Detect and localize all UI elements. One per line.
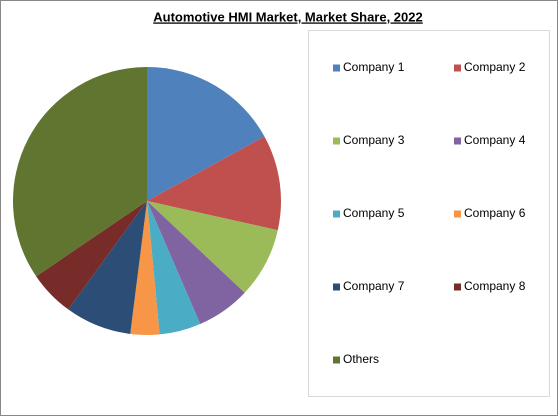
chart-title: Automotive HMI Market, Market Share, 202… [153,9,422,24]
pie-slice [68,201,147,334]
legend-swatch [333,137,340,145]
legend-swatch [333,283,340,291]
legend-label: Others [343,352,379,366]
legend-label: Company 7 [343,279,405,293]
pie-slice [36,201,147,310]
legend-box [308,30,550,397]
legend-label: Company 1 [343,60,405,74]
pie-slice [130,201,160,335]
legend-label: Company 5 [343,206,405,220]
legend-swatch [454,137,461,145]
legend-label: Company 3 [343,133,405,147]
pie-slice [147,201,201,335]
legend-label: Company 6 [464,206,526,220]
pie-slice [147,136,281,231]
pie-slice [147,67,265,201]
legend-swatch [333,356,340,364]
legend-swatch [454,283,461,291]
pie-slice [147,201,245,324]
legend-swatch [454,64,461,72]
pie-slice [147,201,278,293]
pie-slice [12,67,147,277]
legend-label: Company 8 [464,279,526,293]
legend-label: Company 2 [464,60,526,74]
legend-swatch [454,210,461,218]
legend-swatch [333,210,340,218]
legend-swatch [333,64,340,72]
legend-label: Company 4 [464,133,526,147]
